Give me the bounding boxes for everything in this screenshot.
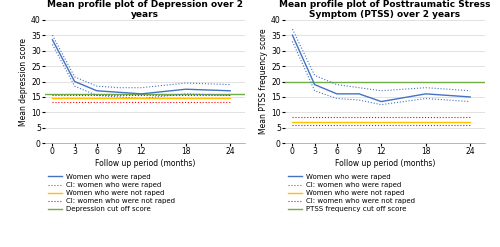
Legend: Women who were raped, CI: women who were raped, Women who were not raped, CI: wo: Women who were raped, CI: women who were… bbox=[288, 174, 415, 212]
Y-axis label: Mean PTSS frequency score: Mean PTSS frequency score bbox=[260, 29, 268, 134]
X-axis label: Follow up period (months): Follow up period (months) bbox=[95, 159, 195, 168]
Legend: Women who were raped, CI: women who were raped, Women who were not raped, CI: wo: Women who were raped, CI: women who were… bbox=[48, 174, 175, 212]
Title: Mean profile plot of Depression over 2
years: Mean profile plot of Depression over 2 y… bbox=[47, 0, 243, 19]
X-axis label: Follow up period (months): Follow up period (months) bbox=[335, 159, 435, 168]
Y-axis label: Mean depression score: Mean depression score bbox=[20, 38, 28, 125]
Title: Mean profile plot of Posttraumatic Stress
Symptom (PTSS) over 2 years: Mean profile plot of Posttraumatic Stres… bbox=[279, 0, 491, 19]
